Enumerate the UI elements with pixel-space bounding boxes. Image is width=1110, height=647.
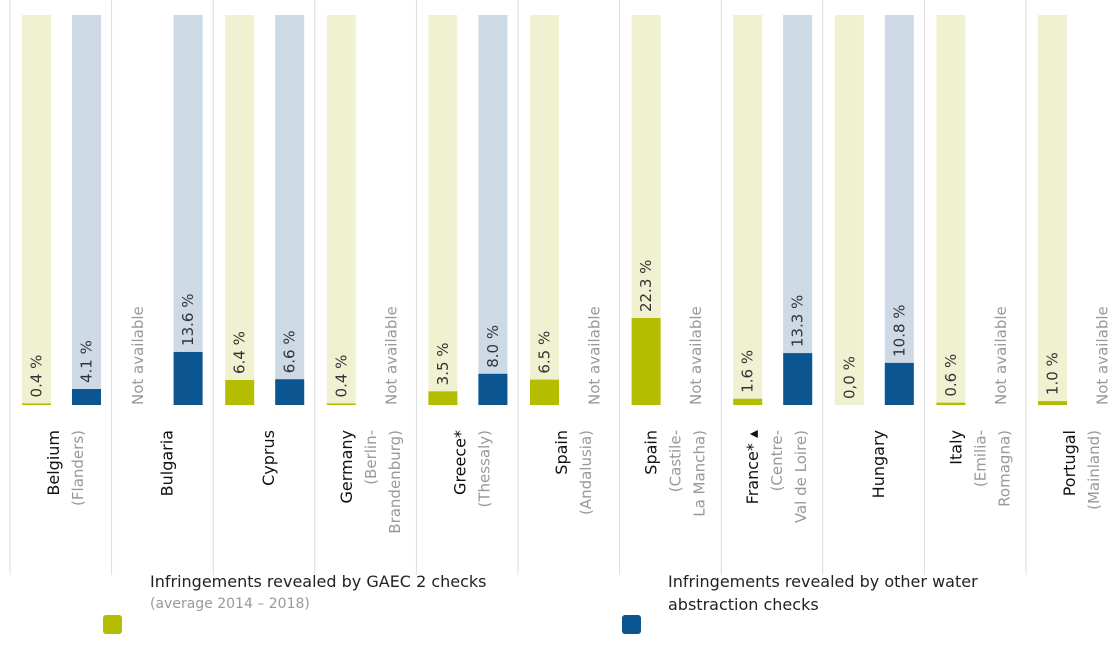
- category-label: Cyprus: [259, 430, 278, 486]
- value-label: 6.6 %: [281, 330, 299, 373]
- value-label: 6.5 %: [536, 331, 554, 374]
- region-label: Romagna): [995, 430, 1013, 507]
- category-label: Spain: [642, 430, 661, 475]
- region-label: Val de Loire): [792, 430, 810, 523]
- value-label: Not available: [129, 306, 147, 405]
- category-label: Belgium: [44, 430, 63, 496]
- value-label: 6.4 %: [231, 331, 249, 374]
- value-label: 8.0 %: [484, 325, 502, 368]
- bar: [173, 351, 203, 405]
- bar: [428, 391, 458, 405]
- bar-track: [733, 15, 763, 405]
- legend-swatch: [103, 615, 122, 634]
- region-label: (Castile-: [667, 430, 685, 492]
- category-label: Hungary: [869, 430, 888, 498]
- legend-swatch: [622, 615, 641, 634]
- value-label: 0.4 %: [332, 355, 350, 398]
- bar-track: [275, 15, 305, 405]
- legend-item: Infringements revealed by other water ab…: [668, 570, 998, 616]
- bar: [733, 398, 763, 405]
- value-label: 13.6 %: [179, 294, 197, 346]
- legend-item: Infringements revealed by GAEC 2 checks …: [150, 570, 570, 616]
- region-label: (Centre-: [768, 430, 786, 491]
- region-label: (Emilia-: [971, 430, 989, 487]
- category-label: Bulgaria: [158, 430, 177, 496]
- category-label: Portugal: [1060, 430, 1079, 496]
- bar: [22, 403, 51, 405]
- region-label: (Thessaly): [475, 430, 493, 507]
- category-label: France* ▴: [743, 430, 762, 504]
- category-label: Italy: [946, 430, 965, 465]
- chart: 0.4 % 4.1 % Belgium (Flanders) Not available…: [9, 0, 1110, 575]
- bar: [225, 380, 255, 405]
- value-label: Not available: [687, 306, 705, 405]
- legend-label: Infringements revealed by other water ab…: [668, 572, 978, 614]
- bar: [631, 318, 661, 405]
- bar-track: [428, 15, 458, 405]
- bar: [936, 402, 966, 405]
- value-label: 0,0 %: [840, 356, 858, 399]
- bar-track: [936, 15, 966, 405]
- bar: [275, 379, 305, 405]
- bar-track: [530, 15, 559, 405]
- category-label: Germany: [337, 430, 356, 504]
- bar: [1038, 401, 1067, 405]
- value-label: Not available: [586, 306, 604, 405]
- bar-track: [72, 15, 101, 405]
- value-label: 0.6 %: [942, 354, 960, 397]
- region-label: Brandenburg): [386, 430, 404, 534]
- value-label: Not available: [382, 306, 400, 405]
- bar-track: [225, 15, 255, 405]
- region-label: (Mainland): [1085, 430, 1103, 510]
- bar-track: [834, 15, 864, 405]
- bar: [72, 389, 101, 405]
- bar-track: [478, 15, 508, 405]
- value-label: 1.0 %: [1044, 352, 1062, 395]
- bar-track: [326, 15, 356, 405]
- region-label: (Berlin-: [362, 430, 380, 485]
- region-label: (Andalusia): [577, 430, 595, 515]
- bar-track: [783, 15, 813, 405]
- value-label: 1.6 %: [739, 350, 757, 393]
- value-label: 0.4 %: [28, 355, 46, 398]
- value-label: 3.5 %: [434, 342, 452, 385]
- bar: [884, 362, 914, 405]
- region-label: La Mancha): [691, 430, 709, 517]
- value-label: Not available: [992, 306, 1010, 405]
- bar: [326, 403, 356, 405]
- bar-track: [884, 15, 914, 405]
- value-label: 13.3 %: [789, 295, 807, 347]
- bar: [783, 353, 813, 405]
- value-label: 22.3 %: [637, 260, 655, 312]
- region-label: (Flanders): [69, 430, 87, 506]
- category-label: Greece*: [450, 430, 469, 495]
- category-label: Spain: [552, 430, 571, 475]
- bar-track: [1038, 15, 1067, 405]
- legend-note: (average 2014 – 2018): [150, 596, 310, 612]
- bar: [478, 373, 508, 405]
- value-label: Not available: [1094, 306, 1110, 405]
- bar: [530, 379, 559, 405]
- legend-label: Infringements revealed by GAEC 2 checks: [150, 572, 487, 591]
- bar-track: [22, 15, 51, 405]
- bar-track: [173, 15, 203, 405]
- value-label: 10.8 %: [890, 304, 908, 356]
- value-label: 4.1 %: [78, 340, 96, 383]
